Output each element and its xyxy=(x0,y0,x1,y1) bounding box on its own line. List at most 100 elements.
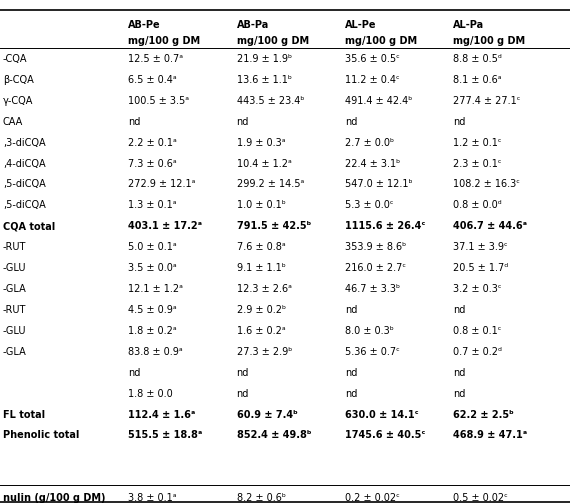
Text: 13.6 ± 1.1ᵇ: 13.6 ± 1.1ᵇ xyxy=(237,75,291,85)
Text: 406.7 ± 44.6ᵃ: 406.7 ± 44.6ᵃ xyxy=(453,221,527,231)
Text: 7.3 ± 0.6ᵃ: 7.3 ± 0.6ᵃ xyxy=(128,158,177,168)
Text: 1.2 ± 0.1ᶜ: 1.2 ± 0.1ᶜ xyxy=(453,138,502,148)
Text: Phenolic total: Phenolic total xyxy=(3,430,79,440)
Text: 1115.6 ± 26.4ᶜ: 1115.6 ± 26.4ᶜ xyxy=(345,221,425,231)
Text: 2.3 ± 0.1ᶜ: 2.3 ± 0.1ᶜ xyxy=(453,158,502,168)
Text: 9.1 ± 1.1ᵇ: 9.1 ± 1.1ᵇ xyxy=(237,263,286,273)
Text: 60.9 ± 7.4ᵇ: 60.9 ± 7.4ᵇ xyxy=(237,409,298,419)
Text: 12.5 ± 0.7ᵃ: 12.5 ± 0.7ᵃ xyxy=(128,54,183,64)
Text: 22.4 ± 3.1ᵇ: 22.4 ± 3.1ᵇ xyxy=(345,158,400,168)
Text: β-CQA: β-CQA xyxy=(3,75,34,85)
Text: 630.0 ± 14.1ᶜ: 630.0 ± 14.1ᶜ xyxy=(345,409,418,419)
Text: 2.2 ± 0.1ᵃ: 2.2 ± 0.1ᵃ xyxy=(128,138,177,148)
Text: 11.2 ± 0.4ᶜ: 11.2 ± 0.4ᶜ xyxy=(345,75,400,85)
Text: 0.7 ± 0.2ᵈ: 0.7 ± 0.2ᵈ xyxy=(453,347,502,357)
Text: nd: nd xyxy=(453,117,466,127)
Text: 100.5 ± 3.5ᵃ: 100.5 ± 3.5ᵃ xyxy=(128,96,189,106)
Text: -RUT: -RUT xyxy=(3,305,26,315)
Text: nd: nd xyxy=(345,305,357,315)
Text: 3.2 ± 0.3ᶜ: 3.2 ± 0.3ᶜ xyxy=(453,284,502,294)
Text: nd: nd xyxy=(453,305,466,315)
Text: 37.1 ± 3.9ᶜ: 37.1 ± 3.9ᶜ xyxy=(453,242,508,252)
Text: 1.0 ± 0.1ᵇ: 1.0 ± 0.1ᵇ xyxy=(237,200,286,210)
Text: CQA total: CQA total xyxy=(3,221,55,231)
Text: 216.0 ± 2.7ᶜ: 216.0 ± 2.7ᶜ xyxy=(345,263,406,273)
Text: 0.2 ± 0.02ᶜ: 0.2 ± 0.02ᶜ xyxy=(345,493,400,503)
Text: 8.2 ± 0.6ᵇ: 8.2 ± 0.6ᵇ xyxy=(237,493,286,503)
Text: nd: nd xyxy=(345,368,357,377)
Text: 112.4 ± 1.6ᵃ: 112.4 ± 1.6ᵃ xyxy=(128,409,196,419)
Text: mg/100 g DM: mg/100 g DM xyxy=(345,36,417,46)
Text: 2.9 ± 0.2ᵇ: 2.9 ± 0.2ᵇ xyxy=(237,305,286,315)
Text: 791.5 ± 42.5ᵇ: 791.5 ± 42.5ᵇ xyxy=(237,221,311,231)
Text: mg/100 g DM: mg/100 g DM xyxy=(453,36,526,46)
Text: AB-Pa: AB-Pa xyxy=(237,20,269,30)
Text: 10.4 ± 1.2ᵃ: 10.4 ± 1.2ᵃ xyxy=(237,158,291,168)
Text: 8.0 ± 0.3ᵇ: 8.0 ± 0.3ᵇ xyxy=(345,326,394,336)
Text: 491.4 ± 42.4ᵇ: 491.4 ± 42.4ᵇ xyxy=(345,96,412,106)
Text: 1745.6 ± 40.5ᶜ: 1745.6 ± 40.5ᶜ xyxy=(345,430,425,440)
Text: 4.5 ± 0.9ᵃ: 4.5 ± 0.9ᵃ xyxy=(128,305,177,315)
Text: 20.5 ± 1.7ᵈ: 20.5 ± 1.7ᵈ xyxy=(453,263,508,273)
Text: CAA: CAA xyxy=(3,117,23,127)
Text: 0.8 ± 0.0ᵈ: 0.8 ± 0.0ᵈ xyxy=(453,200,502,210)
Text: 468.9 ± 47.1ᵃ: 468.9 ± 47.1ᵃ xyxy=(453,430,527,440)
Text: 403.1 ± 17.2ᵃ: 403.1 ± 17.2ᵃ xyxy=(128,221,202,231)
Text: 46.7 ± 3.3ᵇ: 46.7 ± 3.3ᵇ xyxy=(345,284,400,294)
Text: 852.4 ± 49.8ᵇ: 852.4 ± 49.8ᵇ xyxy=(237,430,311,440)
Text: 1.8 ± 0.0: 1.8 ± 0.0 xyxy=(128,389,173,399)
Text: AB-Pe: AB-Pe xyxy=(128,20,161,30)
Text: 0.5 ± 0.02ᶜ: 0.5 ± 0.02ᶜ xyxy=(453,493,508,503)
Text: nd: nd xyxy=(128,368,141,377)
Text: 83.8 ± 0.9ᵃ: 83.8 ± 0.9ᵃ xyxy=(128,347,183,357)
Text: 8.1 ± 0.6ᵃ: 8.1 ± 0.6ᵃ xyxy=(453,75,502,85)
Text: nd: nd xyxy=(237,117,249,127)
Text: 5.36 ± 0.7ᶜ: 5.36 ± 0.7ᶜ xyxy=(345,347,400,357)
Text: -RUT: -RUT xyxy=(3,242,26,252)
Text: 515.5 ± 18.8ᵃ: 515.5 ± 18.8ᵃ xyxy=(128,430,202,440)
Text: 1.9 ± 0.3ᵃ: 1.9 ± 0.3ᵃ xyxy=(237,138,285,148)
Text: nd: nd xyxy=(453,389,466,399)
Text: 12.3 ± 2.6ᵃ: 12.3 ± 2.6ᵃ xyxy=(237,284,291,294)
Text: 443.5 ± 23.4ᵇ: 443.5 ± 23.4ᵇ xyxy=(237,96,304,106)
Text: 1.6 ± 0.2ᵃ: 1.6 ± 0.2ᵃ xyxy=(237,326,285,336)
Text: 21.9 ± 1.9ᵇ: 21.9 ± 1.9ᵇ xyxy=(237,54,292,64)
Text: 299.2 ± 14.5ᵃ: 299.2 ± 14.5ᵃ xyxy=(237,179,304,190)
Text: 27.3 ± 2.9ᵇ: 27.3 ± 2.9ᵇ xyxy=(237,347,292,357)
Text: AL-Pe: AL-Pe xyxy=(345,20,376,30)
Text: 0.8 ± 0.1ᶜ: 0.8 ± 0.1ᶜ xyxy=(453,326,502,336)
Text: 1.3 ± 0.1ᵃ: 1.3 ± 0.1ᵃ xyxy=(128,200,177,210)
Text: 272.9 ± 12.1ᵃ: 272.9 ± 12.1ᵃ xyxy=(128,179,196,190)
Text: nd: nd xyxy=(237,389,249,399)
Text: mg/100 g DM: mg/100 g DM xyxy=(128,36,201,46)
Text: nd: nd xyxy=(345,117,357,127)
Text: 108.2 ± 16.3ᶜ: 108.2 ± 16.3ᶜ xyxy=(453,179,520,190)
Text: 2.7 ± 0.0ᵇ: 2.7 ± 0.0ᵇ xyxy=(345,138,394,148)
Text: 3.5 ± 0.0ᵃ: 3.5 ± 0.0ᵃ xyxy=(128,263,177,273)
Text: FL total: FL total xyxy=(3,409,45,419)
Text: ,5-diCQA: ,5-diCQA xyxy=(3,179,46,190)
Text: AL-Pa: AL-Pa xyxy=(453,20,484,30)
Text: -CQA: -CQA xyxy=(3,54,27,64)
Text: 277.4 ± 27.1ᶜ: 277.4 ± 27.1ᶜ xyxy=(453,96,520,106)
Text: nd: nd xyxy=(128,117,141,127)
Text: nd: nd xyxy=(345,389,357,399)
Text: 35.6 ± 0.5ᶜ: 35.6 ± 0.5ᶜ xyxy=(345,54,400,64)
Text: mg/100 g DM: mg/100 g DM xyxy=(237,36,309,46)
Text: -GLA: -GLA xyxy=(3,347,27,357)
Text: ,4-diCQA: ,4-diCQA xyxy=(3,158,46,168)
Text: 5.3 ± 0.0ᶜ: 5.3 ± 0.0ᶜ xyxy=(345,200,393,210)
Text: 353.9 ± 8.6ᵇ: 353.9 ± 8.6ᵇ xyxy=(345,242,406,252)
Text: ,3-diCQA: ,3-diCQA xyxy=(3,138,46,148)
Text: nulin (g/100 g DM): nulin (g/100 g DM) xyxy=(3,493,105,503)
Text: 12.1 ± 1.2ᵃ: 12.1 ± 1.2ᵃ xyxy=(128,284,183,294)
Text: nd: nd xyxy=(453,368,466,377)
Text: γ-CQA: γ-CQA xyxy=(3,96,33,106)
Text: 6.5 ± 0.4ᵃ: 6.5 ± 0.4ᵃ xyxy=(128,75,177,85)
Text: 7.6 ± 0.8ᵃ: 7.6 ± 0.8ᵃ xyxy=(237,242,285,252)
Text: 3.8 ± 0.1ᵃ: 3.8 ± 0.1ᵃ xyxy=(128,493,177,503)
Text: 62.2 ± 2.5ᵇ: 62.2 ± 2.5ᵇ xyxy=(453,409,514,419)
Text: -GLU: -GLU xyxy=(3,326,26,336)
Text: -GLU: -GLU xyxy=(3,263,26,273)
Text: 5.0 ± 0.1ᵃ: 5.0 ± 0.1ᵃ xyxy=(128,242,177,252)
